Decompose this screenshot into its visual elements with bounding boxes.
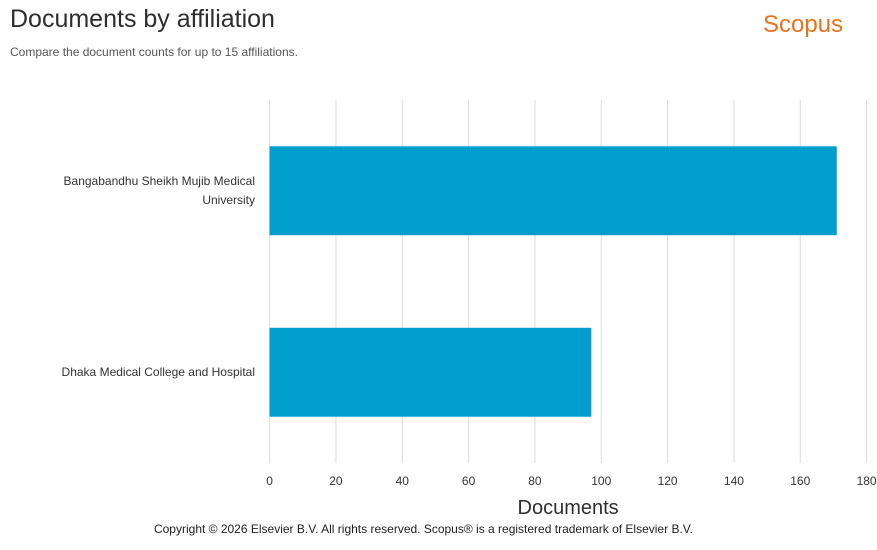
x-tick-label: 0 (266, 474, 273, 488)
x-tick-label: 20 (329, 474, 343, 488)
page-title: Documents by affiliation (10, 5, 275, 33)
x-tick-label: 120 (658, 474, 678, 488)
x-tick-label: 40 (396, 474, 410, 488)
scopus-logo: Scopus (763, 11, 844, 38)
bar (269, 146, 837, 236)
x-axis-title: Documents (518, 497, 619, 519)
x-tick-label: 80 (528, 474, 542, 488)
x-tick-label: 60 (462, 474, 476, 488)
copyright-footer: Copyright © 2026 Elsevier B.V. All right… (153, 522, 694, 536)
page-subtitle: Compare the document counts for up to 15… (10, 45, 298, 59)
x-tick-label: 100 (591, 474, 611, 488)
y-tick-label: Bangabandhu Sheikh Mujib Medical Univers… (63, 173, 255, 207)
x-tick-label: 140 (724, 474, 744, 488)
x-tick-label: 160 (790, 474, 810, 488)
y-tick-label: Dhaka Medical College and Hospital (61, 364, 255, 379)
x-tick-label: 180 (857, 474, 877, 488)
bar (269, 327, 592, 417)
